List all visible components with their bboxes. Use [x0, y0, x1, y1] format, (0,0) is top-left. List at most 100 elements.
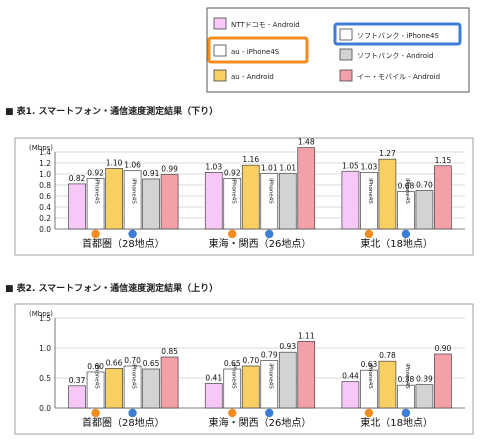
marker-dot-0-1	[91, 229, 100, 239]
category-label-1: 東海・関西（26地点）	[209, 416, 312, 429]
category-label-0: 首都圏（28地点）	[82, 237, 165, 250]
value-label-0-3: 1.06	[124, 161, 141, 170]
value-label-0-5: 0.99	[161, 165, 178, 174]
legend-label-5: イー・モバイル - Android	[357, 73, 440, 81]
y-tick-label-5: 1.0	[39, 170, 51, 179]
value-label-0-2: 0.66	[106, 358, 123, 367]
bar-0-1	[86, 371, 105, 409]
legend: NTTドコモ - Android au - iPhone4S au - Androi…	[206, 7, 470, 93]
value-label-2-4: 0.39	[416, 375, 433, 384]
bar-text-1-1: iPhone4S	[230, 363, 236, 389]
bar-0-1	[86, 178, 105, 230]
bar-text-1-3: iPhone4S	[267, 178, 273, 204]
value-label-2-2: 1.27	[379, 149, 396, 158]
value-label-2-2: 0.78	[379, 351, 396, 360]
bar-0-5	[160, 356, 179, 409]
value-label-2-1: 1.03	[361, 162, 378, 171]
value-label-0-5: 0.85	[161, 347, 178, 356]
value-label-1-5: 1.48	[298, 138, 315, 147]
value-label-0-0: 0.37	[69, 376, 86, 385]
bar-0-2	[105, 168, 123, 230]
bar-0-0	[68, 183, 86, 230]
value-label-2-0: 0.44	[342, 372, 359, 381]
marker-dot-2-3	[401, 229, 411, 239]
marker-dot-0-1	[91, 408, 100, 418]
y-tick-label-3: 1.5	[39, 314, 51, 323]
value-label-0-1: 0.92	[87, 168, 104, 177]
category-label-1: 東海・関西（26地点）	[209, 237, 312, 250]
bar-2-5	[434, 353, 452, 409]
y-tick-label-0: 0.0	[39, 225, 51, 234]
marker-dot-2-3	[401, 408, 411, 418]
bar-2-0	[341, 170, 360, 230]
bar-text-2-3: iPhone4S	[404, 363, 410, 389]
value-label-0-2: 1.10	[106, 159, 123, 168]
legend-swatch-3	[339, 28, 353, 41]
bar-1-4	[278, 351, 297, 409]
legend-label-4: ソフトバンク - Android	[357, 52, 433, 60]
chart1-title: ■ 表1. スマートフォン・通信速度測定結果（下り）	[5, 107, 219, 117]
y-tick-label-7: 1.4	[39, 148, 51, 157]
legend-highlight-softbank	[333, 22, 462, 46]
value-label-0-3: 0.70	[124, 356, 141, 365]
bar-text-2-1: iPhone4S	[367, 363, 373, 389]
bar-0-4	[142, 368, 160, 409]
marker-dot-2-1	[364, 408, 374, 418]
marker-dot-1-3	[265, 229, 274, 239]
y-tick-label-0: 0.0	[39, 404, 51, 413]
value-label-1-0: 1.03	[205, 162, 222, 171]
bar-text-2-1: iPhone4S	[367, 178, 373, 204]
y-tick-label-1: 0.5	[39, 374, 51, 383]
bar-1-2	[241, 164, 260, 230]
legend-label-2: au - Android	[231, 73, 274, 81]
value-label-2-3: 0.68	[398, 182, 415, 191]
bar-0-5	[160, 174, 179, 230]
value-label-2-3: 0.38	[398, 375, 415, 384]
value-label-1-3: 0.79	[261, 351, 278, 360]
marker-dot-0-3	[128, 408, 137, 418]
bar-text-1-3: iPhone4S	[267, 363, 273, 389]
y-tick-label-2: 0.4	[39, 203, 51, 212]
marker-dot-0-3	[128, 229, 137, 239]
chart-frame	[14, 303, 474, 435]
bar-1-2	[241, 365, 260, 409]
marker-dot-1-3	[265, 408, 274, 418]
category-label-2: 東北（18地点）	[360, 237, 433, 250]
value-label-1-0: 0.41	[205, 373, 222, 382]
y-tick-label-4: 0.8	[39, 181, 51, 190]
bar-text-0-3: iPhone4S	[131, 178, 137, 204]
value-label-0-4: 0.91	[143, 169, 160, 178]
y-tick-label-2: 1.0	[39, 344, 51, 353]
category-label-0: 首都圏（28地点）	[82, 416, 165, 429]
bar-1-4	[278, 173, 297, 230]
bar-2-2	[378, 158, 397, 230]
bar-text-1-1: iPhone4S	[230, 178, 236, 204]
value-label-1-2: 0.70	[242, 356, 259, 365]
bar-2-2	[378, 360, 397, 409]
bar-2-3	[397, 191, 415, 230]
value-label-1-1: 0.92	[224, 168, 241, 177]
legend-highlight-au	[207, 36, 309, 64]
bar-text-0-1: iPhone4S	[94, 178, 100, 204]
chart1-downlink: (Mbps)0.00.20.40.60.81.01.21.40.820.92iP…	[14, 137, 474, 256]
bar-1-5	[297, 147, 316, 230]
bar-text-0-1: iPhone4S	[94, 363, 100, 389]
value-label-2-0: 1.05	[342, 161, 359, 170]
legend-label-3: ソフトバンク - iPhone4S	[357, 32, 439, 40]
value-label-1-3: 1.01	[261, 163, 278, 172]
bar-2-4	[415, 384, 434, 409]
chart2-title: ■ 表2. スマートフォン・通信速度測定結果（上り）	[5, 284, 219, 294]
bar-1-0	[204, 171, 223, 230]
marker-dot-1-1	[228, 229, 237, 239]
value-label-2-5: 1.15	[435, 156, 452, 165]
value-label-1-4: 1.01	[279, 163, 296, 172]
bar-2-1	[360, 171, 378, 230]
bar-0-2	[105, 368, 123, 409]
bar-0-4	[142, 178, 160, 230]
legend-swatch-1	[213, 44, 227, 57]
bar-0-3	[123, 365, 142, 409]
legend-label-0: NTTドコモ - Android	[231, 21, 300, 29]
bar-2-3	[397, 384, 415, 409]
y-tick-label-1: 0.2	[39, 214, 51, 223]
